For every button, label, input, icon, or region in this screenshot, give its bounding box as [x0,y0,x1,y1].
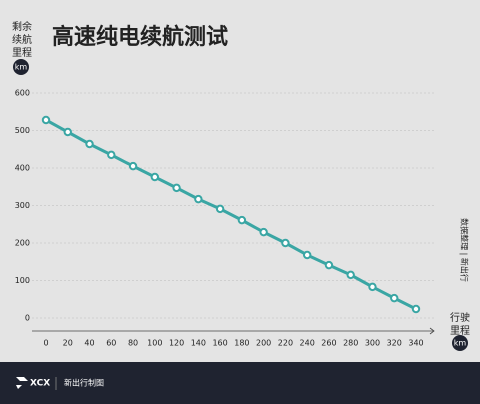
y-tick-label: 400 [15,164,30,173]
x-tick-label: 200 [256,339,271,348]
x-tick-label: 260 [321,339,336,348]
point [215,204,225,214]
unit-badge [13,59,29,75]
x-tick-label: 40 [84,339,94,348]
y-unit: km [15,63,28,72]
point [259,227,268,237]
y-tick-label: 500 [15,126,30,135]
point [302,250,312,260]
unit-badge [452,335,468,351]
x-tick-label: 0 [43,339,48,348]
y-tick-label: 200 [15,239,30,248]
point [281,238,290,248]
x-tick-label: 140 [191,339,206,348]
point [194,194,203,204]
x-tick-label: 120 [169,339,184,348]
y-label-line: 续航 [12,33,32,46]
x-tick-label: 300 [365,339,380,348]
x-unit: km [454,339,467,348]
point [41,115,51,125]
point [128,161,138,171]
point [85,139,94,149]
brand: XCX [30,379,50,389]
y-tick-label: 300 [15,201,30,210]
point [63,127,72,137]
point [346,270,355,280]
chart-title: 高速纯电续航测试 [52,24,228,50]
point [107,150,116,160]
x-tick-label: 280 [343,339,358,348]
y-tick-label: 100 [15,276,30,285]
x-tick-label: 20 [63,339,73,348]
y-tick-label: 0 [25,314,30,323]
x-label-line: 行驶 [450,311,470,324]
source: 数据整理 | 新出行 [460,218,470,282]
x-tick-label: 320 [387,339,402,348]
x-tick-label: 240 [300,339,315,348]
footer-text: 新出行制图 [64,378,104,388]
x-axis-arrow [429,327,435,335]
x-label-line: 里程 [450,325,470,337]
x-tick-label: 60 [106,339,116,348]
x-tick-label: 160 [212,339,227,348]
y-label-line: 剩余 [12,20,32,33]
point [324,260,334,270]
x-tick-label: 80 [128,339,138,348]
x-tick-label: 100 [147,339,162,348]
point [411,304,421,314]
x-tick-label: 180 [234,339,249,348]
x-tick-label: 220 [278,339,293,348]
x-tick-label: 340 [408,339,423,348]
point [237,215,247,225]
footer [0,362,480,404]
y-tick-label: 600 [15,89,30,98]
point [172,183,181,193]
point [390,293,399,303]
point [150,172,160,182]
point [368,282,377,292]
y-label-line: 里程 [12,47,32,59]
logo-icon [16,377,28,389]
